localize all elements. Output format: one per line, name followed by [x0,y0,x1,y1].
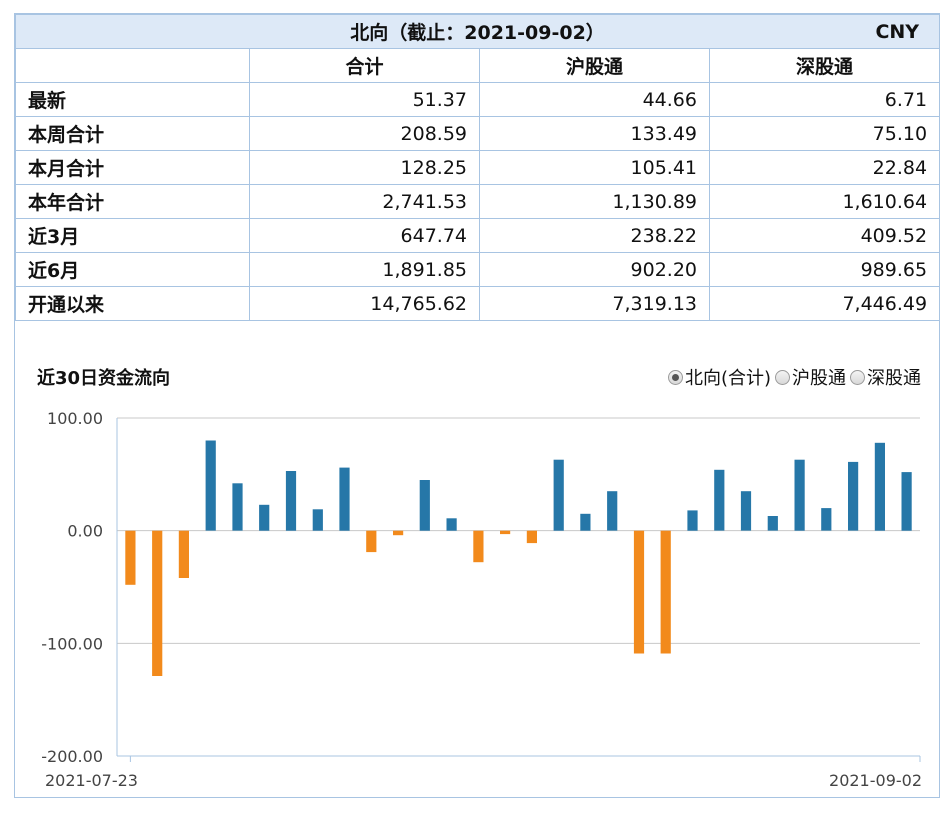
bar [500,530,511,535]
cell-shenzhen: 6.71 [708,82,941,117]
row-label: 本周合计 [15,116,250,151]
radio-checked-icon[interactable] [667,369,683,385]
bar [419,480,430,531]
cell-shanghai: 7,319.13 [479,286,710,321]
bar [393,530,404,536]
table-row: 最新 51.37 44.66 6.71 [15,82,941,117]
radio-unchecked-icon[interactable] [775,369,790,385]
cell-shanghai: 133.49 [479,116,710,151]
table-row: 本年合计 2,741.53 1,130.89 1,610.64 [15,184,941,219]
column-header-shenzhen: 深股通 [708,48,941,83]
cell-total: 208.59 [249,116,480,151]
cell-total: 128.25 [249,150,480,185]
northbound-panel: 北向（截止：2021-09-02） CNY 合计 沪股通 深股通 最新 51.3… [14,13,941,799]
bar [473,530,484,563]
bar [339,467,350,531]
row-label: 近6月 [15,252,250,287]
table-row: 本周合计 208.59 133.49 75.10 [15,116,941,151]
bar [152,530,163,676]
cell-total: 1,891.85 [249,252,480,287]
cell-shenzhen: 7,446.49 [708,286,941,321]
bar [580,513,591,531]
bar [125,530,136,585]
bar [767,516,778,531]
bar [553,459,564,531]
row-label: 本年合计 [15,184,250,219]
option-shenzhen[interactable]: 深股通 [850,364,921,390]
bar [205,440,216,531]
row-label: 本月合计 [15,150,250,185]
cell-shenzhen: 22.84 [708,150,941,185]
cell-shenzhen: 1,610.64 [708,184,941,219]
cell-shanghai: 105.41 [479,150,710,185]
chart-area: 近30日资金流向 北向(合计) 沪股通 深股通 100.00 0.00 -100.0… [15,344,939,799]
bar [687,510,698,531]
cell-shanghai: 902.20 [479,252,710,287]
option-label: 沪股通 [792,368,846,389]
header-blank [15,48,250,83]
table-row: 近6月 1,891.85 902.20 989.65 [15,252,941,287]
cell-shenzhen: 75.10 [708,116,941,151]
cell-total: 647.74 [249,218,480,253]
row-label: 最新 [15,82,250,117]
option-shanghai[interactable]: 沪股通 [775,364,846,390]
bar [285,471,297,531]
y-tick-label: -200.00 [41,747,103,766]
option-label: 深股通 [867,368,921,389]
bar [232,483,243,531]
cell-shanghai: 44.66 [479,82,710,117]
bar [874,442,885,531]
row-label: 开通以来 [15,286,250,321]
bar [446,518,457,531]
bar [633,530,645,654]
cell-total: 2,741.53 [249,184,480,219]
bar [660,530,671,654]
row-label: 近3月 [15,218,250,253]
bar [607,491,618,531]
bar [740,491,752,531]
fund-flow-bar-chart: 100.00 0.00 -100.00 -200.00 2021-07-23 2021-0… [41,409,922,790]
table-title-cell: 北向（截止：2021-09-02） CNY [14,14,941,49]
bar [178,530,189,578]
cell-total: 51.37 [249,82,480,117]
y-tick-label: -100.00 [41,634,103,653]
x-tick-label-first: 2021-07-23 [45,771,138,790]
cell-shanghai: 1,130.89 [479,184,710,219]
column-header-shanghai: 沪股通 [479,48,710,83]
cell-total: 14,765.62 [249,286,480,321]
option-label: 北向(合计) [684,368,771,389]
bar [848,461,859,531]
y-tick-label: 0.00 [67,522,103,541]
table-title-row: 北向（截止：2021-09-02） CNY [14,14,941,49]
series-selector: 北向(合计) 沪股通 深股通 [667,364,921,390]
chart-title: 近30日资金流向 [37,368,171,389]
table-row: 近3月 647.74 238.22 409.52 [15,218,941,253]
column-header-total: 合计 [249,48,480,83]
option-northbound-total[interactable]: 北向(合计) [667,364,771,390]
bar [821,508,832,531]
y-tick-label: 100.00 [47,409,103,428]
flow-summary-table: 北向（截止：2021-09-02） CNY 合计 沪股通 深股通 最新 51.3… [14,14,941,321]
table-row: 开通以来 14,765.62 7,319.13 7,446.49 [15,286,941,321]
cell-shenzhen: 989.65 [708,252,941,287]
cell-shanghai: 238.22 [479,218,710,253]
bar [259,504,270,531]
x-tick-label-last: 2021-09-02 [829,771,922,790]
table-title: 北向（截止：2021-09-02） [350,22,605,44]
bar [714,469,725,531]
bar [901,472,912,531]
table-row: 本月合计 128.25 105.41 22.84 [15,150,941,185]
radio-unchecked-icon[interactable] [850,369,865,385]
cell-shenzhen: 409.52 [708,218,941,253]
bar [794,459,805,531]
bar [526,530,537,544]
bar [312,509,323,531]
currency-label: CNY [875,21,920,43]
bar [366,530,377,553]
column-header-row: 合计 沪股通 深股通 [15,48,941,83]
